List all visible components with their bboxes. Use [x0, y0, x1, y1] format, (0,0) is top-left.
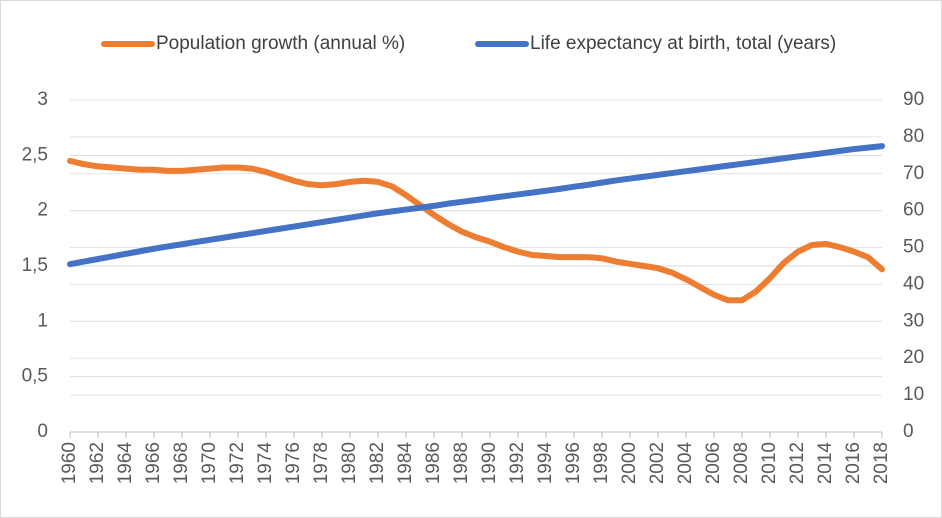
y2-tick-label: 90: [903, 89, 924, 110]
x-tick-label: 2014: [815, 442, 836, 485]
y2-tick-label: 20: [903, 347, 924, 368]
x-tick-label: 2006: [703, 442, 724, 484]
x-tick-label: 1966: [143, 442, 164, 484]
x-tick-label: 1962: [87, 442, 108, 484]
legend-label: Population growth (annual %): [156, 33, 405, 54]
x-tick-label: 1978: [311, 442, 332, 484]
x-tick-label: 1980: [339, 442, 360, 484]
x-tick-label: 2002: [647, 442, 668, 484]
x-tick-label: 1982: [367, 442, 388, 484]
y2-tick-label: 50: [903, 237, 924, 258]
y2-tick-label: 10: [903, 384, 924, 405]
x-tick-label: 2010: [759, 442, 780, 484]
y-tick-label: 1: [37, 310, 48, 331]
x-tick-label: 1964: [115, 442, 136, 485]
x-tick-label: 2018: [871, 442, 892, 484]
y2-tick-label: 0: [903, 421, 914, 442]
line-series: [67, 143, 885, 268]
y2-tick-label: 80: [903, 126, 924, 147]
y-tick-label: 0: [37, 421, 48, 442]
y-tick-label: 2: [37, 200, 48, 221]
y-tick-label: 3: [37, 89, 48, 110]
x-tick-label: 1986: [423, 442, 444, 484]
x-tick-label: 1988: [451, 442, 472, 484]
y-tick-label: 0,5: [22, 366, 48, 387]
x-tick-label: 1968: [171, 442, 192, 484]
y2-tick-label: 70: [903, 163, 924, 184]
x-tick-label: 1994: [535, 442, 556, 485]
x-tick-label: 1974: [255, 442, 276, 485]
x-tick-label: 1970: [199, 442, 220, 484]
x-tick-label: 1976: [283, 442, 304, 484]
x-tick-label: 1990: [479, 442, 500, 484]
x-tick-label: 1998: [591, 442, 612, 484]
legend-label: Life expectancy at birth, total (years): [530, 33, 836, 54]
x-tick-label: 1996: [563, 442, 584, 484]
x-tick-label: 2008: [731, 442, 752, 484]
y-tick-label: 2,5: [22, 144, 48, 165]
x-tick-label: 1960: [59, 442, 80, 484]
y-tick-label: 1,5: [22, 255, 48, 276]
y2-tick-label: 60: [903, 200, 924, 221]
x-tick-label: 1972: [227, 442, 248, 484]
x-tick-label: 1984: [395, 442, 416, 485]
line-series: [67, 157, 885, 304]
x-tick-label: 2004: [675, 442, 696, 485]
x-tick-label: 2016: [843, 442, 864, 484]
y2-tick-label: 40: [903, 273, 924, 294]
x-tick-label: 1992: [507, 442, 528, 484]
x-tick-label: 2012: [787, 442, 808, 484]
x-tick-label: 2000: [619, 442, 640, 484]
y2-tick-label: 30: [903, 310, 924, 331]
